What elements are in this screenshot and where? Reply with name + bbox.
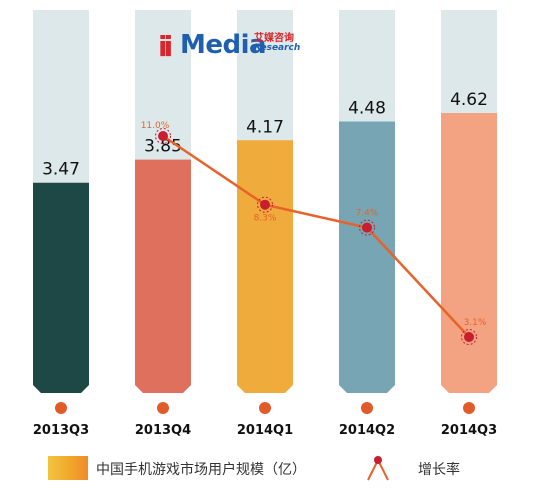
axis-dot <box>55 402 67 414</box>
bar <box>339 121 395 393</box>
axis-dot <box>361 402 373 414</box>
logo-wordmark: Media <box>180 30 267 60</box>
x-tick-label: 2013Q3 <box>33 423 89 438</box>
bar-value-label: 3.47 <box>42 160 80 180</box>
growth-point-ring <box>257 196 273 213</box>
growth-point-ring <box>359 219 375 236</box>
growth-label: 8.3% <box>254 214 277 224</box>
chart-legend: 中国手机游戏市场用户规模（亿） 增长率 <box>48 456 518 481</box>
logo-mark: ii <box>158 30 173 63</box>
bar <box>237 140 293 393</box>
bar-value-label: 4.17 <box>246 117 284 137</box>
growth-point <box>158 131 168 141</box>
legend-bar-swatch <box>48 456 88 480</box>
legend-line-icon <box>367 456 389 481</box>
legend-bar-label: 中国手机游戏市场用户规模（亿） <box>96 462 306 478</box>
growth-point <box>464 332 474 342</box>
bar <box>33 182 89 393</box>
growth-point-ring <box>155 128 171 144</box>
growth-label: 7.4% <box>356 209 379 219</box>
imedia-logo: ii Media 艾媒咨询 Research <box>158 28 301 63</box>
legend-line-label: 增长率 <box>418 462 460 478</box>
logo-chinese-name: 艾媒咨询 <box>254 33 294 44</box>
growth-label: 11.0% <box>141 121 170 131</box>
x-tick-label: 2014Q1 <box>237 423 293 438</box>
axis-dot <box>463 402 475 414</box>
bar-value-label: 4.48 <box>348 98 386 118</box>
growth-point <box>362 222 372 233</box>
bar <box>135 159 191 393</box>
x-tick-label: 2013Q4 <box>135 423 191 438</box>
bar-value-label: 4.62 <box>450 90 488 110</box>
logo-english-name: Research <box>254 43 301 53</box>
axis-dot <box>259 402 271 414</box>
x-tick-label: 2014Q2 <box>339 423 395 438</box>
axis-dot <box>157 402 169 414</box>
bar <box>441 113 497 393</box>
x-tick-label: 2014Q3 <box>441 423 497 438</box>
growth-point-ring <box>461 329 477 345</box>
growth-line <box>162 134 470 338</box>
growth-point <box>260 199 270 210</box>
growth-label: 3.1% <box>464 318 487 328</box>
